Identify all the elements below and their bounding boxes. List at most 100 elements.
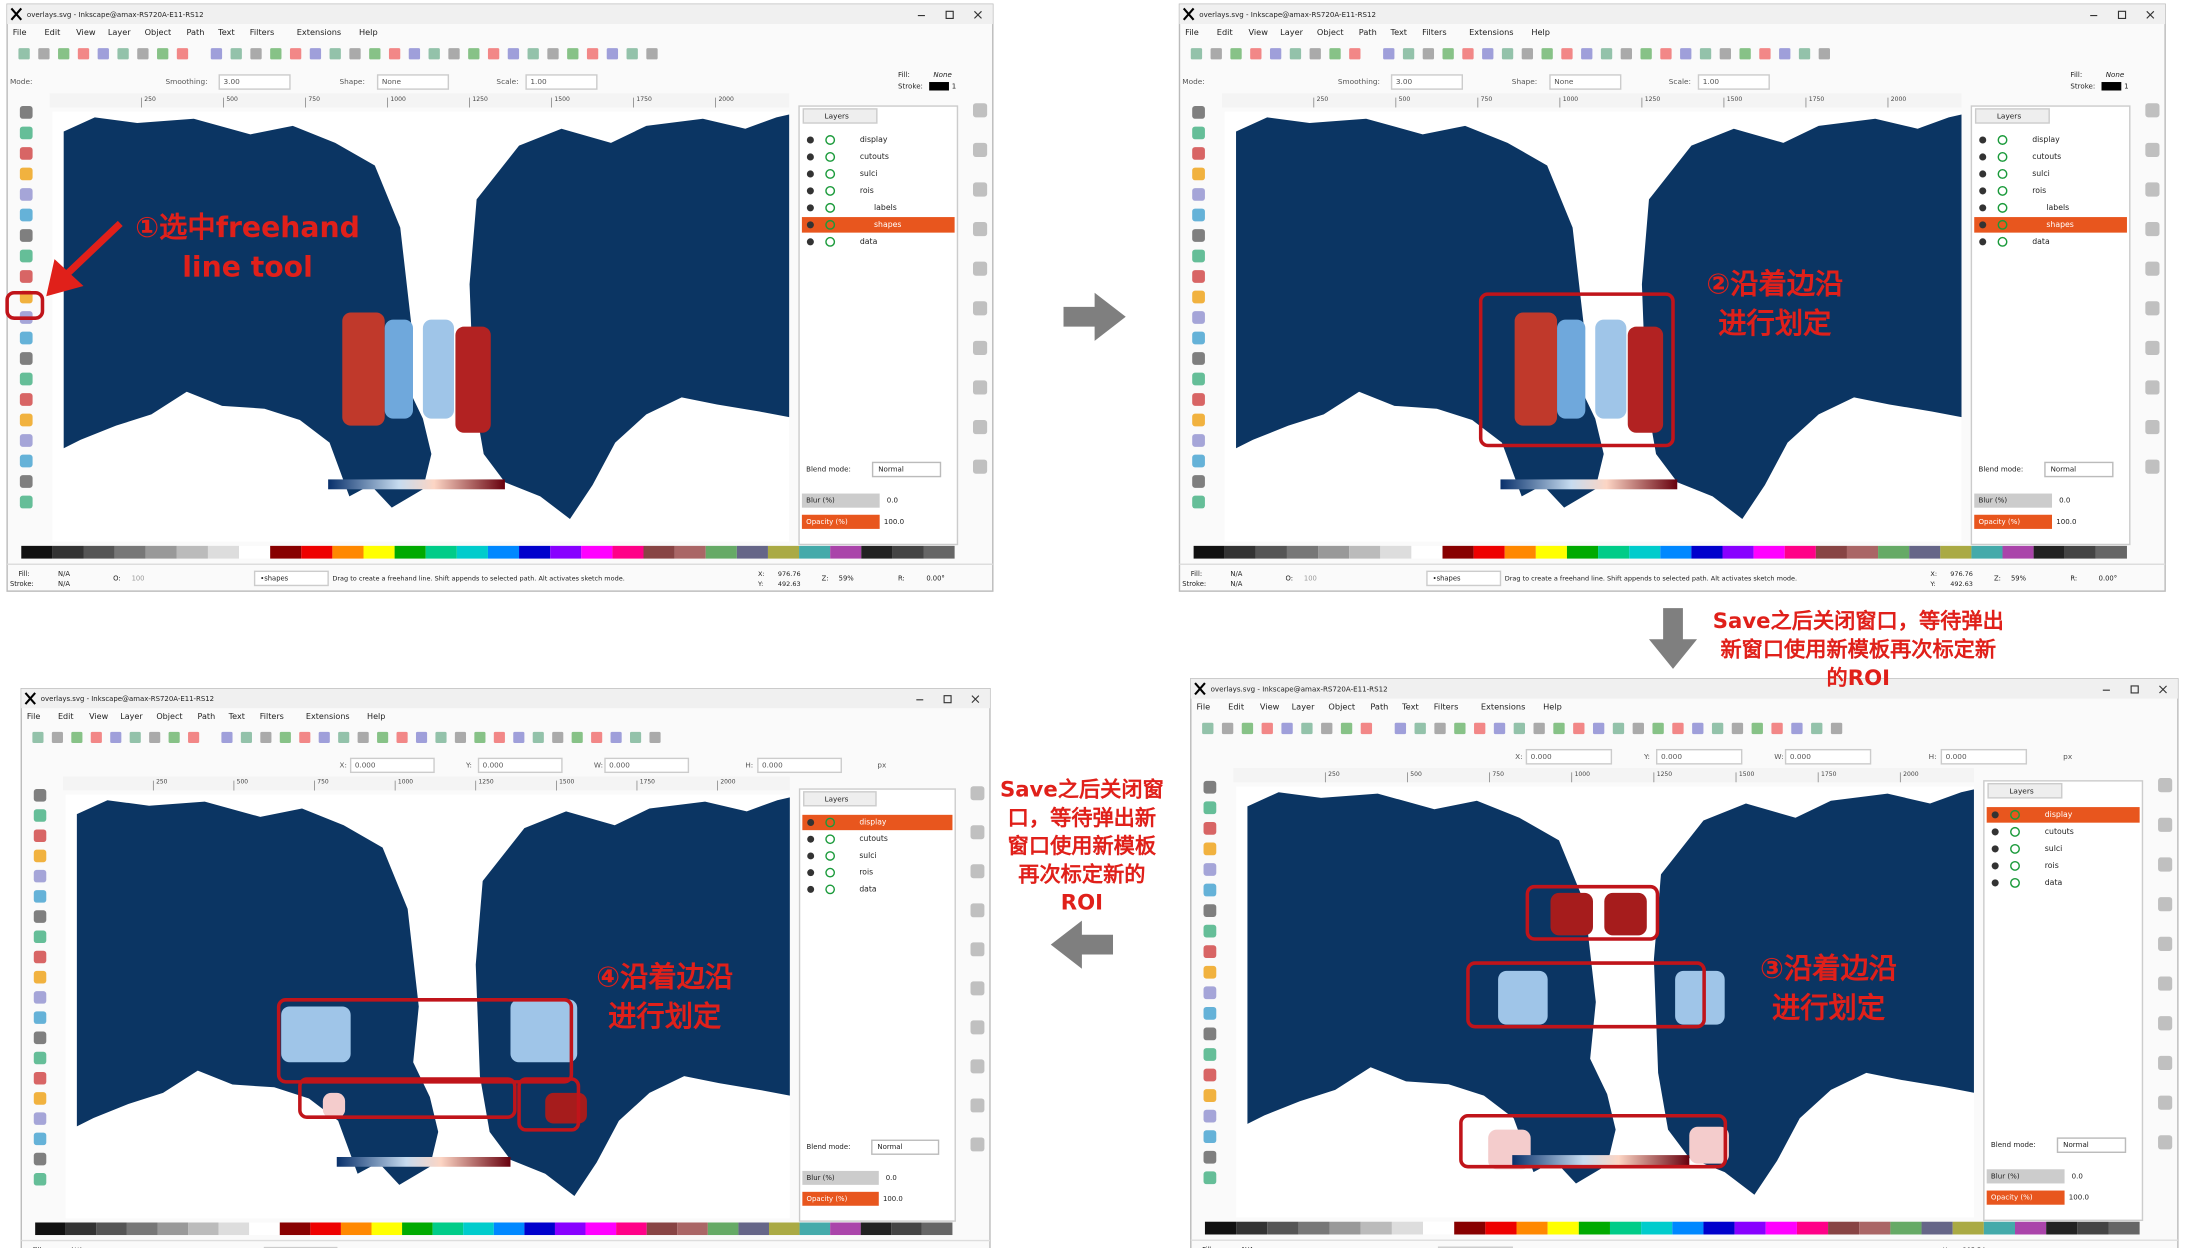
tool-button[interactable]	[1203, 780, 1217, 794]
tool-button[interactable]	[19, 454, 33, 468]
palette-swatch[interactable]	[1672, 1221, 1704, 1235]
toolbar-button[interactable]	[646, 48, 658, 60]
palette-swatch[interactable]	[767, 545, 800, 559]
palette-swatch[interactable]	[738, 1222, 769, 1236]
command-button[interactable]	[970, 1137, 985, 1152]
palette-swatch[interactable]	[1380, 545, 1412, 559]
toolbar-button[interactable]	[586, 48, 599, 60]
menu-item[interactable]: Layer	[108, 27, 131, 37]
palette-swatch[interactable]	[363, 545, 395, 559]
toolbar-button[interactable]	[454, 731, 467, 744]
tool-button[interactable]	[33, 849, 47, 863]
palette-swatch[interactable]	[207, 545, 240, 559]
command-button[interactable]	[2158, 1055, 2173, 1071]
toolbar-button[interactable]	[357, 731, 369, 744]
toolbar-button[interactable]	[210, 48, 223, 60]
toolbar-button[interactable]	[1731, 722, 1744, 735]
menu-item[interactable]: Layer	[1292, 702, 1315, 712]
command-button[interactable]	[970, 903, 985, 918]
command-button[interactable]	[970, 1098, 985, 1113]
tool-button[interactable]	[1192, 167, 1205, 181]
palette-swatch[interactable]	[218, 1222, 250, 1236]
tool-button[interactable]	[19, 167, 33, 181]
command-button[interactable]	[970, 981, 985, 996]
toolbar-button[interactable]	[117, 48, 129, 60]
palette-swatch[interactable]	[1890, 1221, 1922, 1235]
toolbar-button[interactable]	[299, 731, 311, 744]
toolbar-button[interactable]	[97, 48, 109, 60]
tool-button[interactable]	[33, 789, 47, 802]
menu-item[interactable]: View	[1260, 702, 1280, 712]
toolbar-button[interactable]	[396, 731, 408, 744]
palette-swatch[interactable]	[1535, 545, 1567, 559]
toolbar-button[interactable]	[474, 731, 486, 744]
toolbar-button[interactable]	[270, 48, 282, 60]
toolbar-button[interactable]	[32, 731, 44, 744]
command-button[interactable]	[2145, 222, 2160, 237]
menu-item[interactable]: View	[89, 712, 109, 721]
palette-swatch[interactable]	[52, 545, 84, 559]
toolbar-button[interactable]	[1573, 722, 1585, 735]
palette-swatch[interactable]	[1473, 545, 1505, 559]
menu-item[interactable]: Layer	[1280, 27, 1303, 37]
tool-button[interactable]	[19, 393, 33, 406]
palette-swatch[interactable]	[1566, 545, 1599, 559]
toolbar-button[interactable]	[51, 731, 63, 744]
tool-button[interactable]	[33, 829, 47, 843]
palette-swatch[interactable]	[493, 1222, 525, 1236]
toolbar-button[interactable]	[176, 48, 189, 60]
menu-item[interactable]: Edit	[58, 712, 74, 721]
palette-swatch[interactable]	[456, 545, 488, 559]
palette-swatch[interactable]	[1454, 1221, 1486, 1235]
tool-button[interactable]	[33, 869, 47, 883]
toolbar-button[interactable]	[1261, 722, 1273, 735]
window-buttons[interactable]	[2102, 685, 2167, 694]
tool-button[interactable]	[19, 434, 33, 447]
palette-swatch[interactable]	[1547, 1221, 1579, 1235]
layer-row[interactable]: cutouts	[1991, 827, 2074, 837]
toolbar-button[interactable]	[1454, 722, 1466, 735]
command-button[interactable]	[970, 825, 985, 840]
palette-swatch[interactable]	[394, 545, 426, 559]
toolbar-button[interactable]	[1632, 722, 1644, 735]
toolbar-button[interactable]	[149, 731, 161, 744]
command-button[interactable]	[2158, 778, 2173, 793]
toolbar-button[interactable]	[1340, 722, 1353, 735]
toolbar-button[interactable]	[1719, 48, 1731, 60]
tool-button[interactable]	[19, 331, 33, 345]
toolbar-button[interactable]	[408, 48, 421, 60]
layer-row[interactable]: sulci	[806, 169, 878, 179]
toolbar-button[interactable]	[532, 731, 544, 744]
window-buttons[interactable]	[916, 695, 980, 704]
palette-swatch[interactable]	[1753, 545, 1785, 559]
toolbar-button[interactable]	[1221, 722, 1234, 735]
command-button[interactable]	[970, 864, 985, 879]
toolbar-button[interactable]	[77, 48, 90, 60]
toolbar-button[interactable]	[1759, 48, 1771, 60]
toolbar-button[interactable]	[318, 731, 330, 744]
layer-row[interactable]: sulci	[807, 851, 877, 861]
palette-swatch[interactable]	[402, 1222, 433, 1236]
layer-row[interactable]: sulci	[1979, 169, 2050, 179]
palette-swatch[interactable]	[524, 1222, 555, 1236]
layer-select[interactable]	[1426, 570, 1502, 587]
palette-swatch[interactable]	[674, 545, 706, 559]
palette-swatch[interactable]	[340, 1222, 372, 1236]
tool-button[interactable]	[1192, 270, 1205, 283]
menu-item[interactable]: Text	[1401, 702, 1419, 712]
toolbar-button[interactable]	[1230, 48, 1242, 60]
palette-swatch[interactable]	[249, 1222, 280, 1236]
palette-swatch[interactable]	[157, 1222, 189, 1236]
palette-swatch[interactable]	[585, 1222, 617, 1236]
palette-swatch[interactable]	[1236, 1221, 1268, 1235]
menu-item[interactable]: Object	[1317, 27, 1344, 37]
toolbar-button[interactable]	[1250, 48, 1262, 60]
toolbar-button[interactable]	[649, 731, 661, 744]
command-button[interactable]	[970, 1059, 985, 1074]
toolbar-button[interactable]	[1442, 48, 1454, 60]
toolbar-button[interactable]	[309, 48, 322, 60]
command-button[interactable]	[2145, 380, 2160, 395]
layer-row[interactable]: display	[802, 814, 953, 831]
toolbar-button[interactable]	[1711, 722, 1724, 735]
palette-swatch[interactable]	[860, 1222, 892, 1236]
